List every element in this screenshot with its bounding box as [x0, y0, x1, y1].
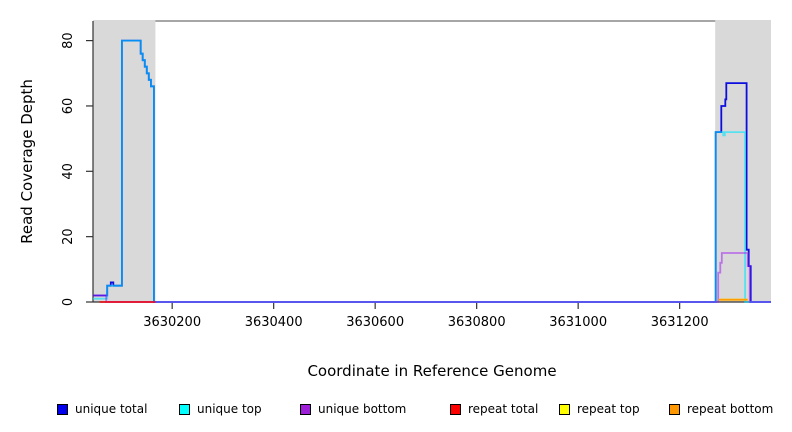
chart-legend: unique total unique top unique bottom repea…: [0, 399, 792, 421]
legend-item-unique-bottom: unique bottom: [300, 399, 406, 419]
legend-swatch-unique-top: [179, 403, 190, 415]
legend-item-unique-total: unique total: [57, 399, 147, 419]
y-tick-label: 60: [61, 98, 76, 115]
series-line-unique-total: [93, 39, 771, 303]
shaded-region-1: [715, 20, 771, 302]
legend-swatch-unique-bottom: [300, 403, 311, 415]
legend-swatch-repeat-top: [559, 403, 570, 415]
chart-background: [93, 20, 771, 302]
y-tick-label: 80: [61, 32, 76, 49]
x-tick-label: 3630400: [245, 315, 303, 330]
x-tick-label: 3630600: [346, 315, 404, 330]
legend-swatch-repeat-bottom: [669, 403, 680, 415]
y-tick-label: 0: [61, 298, 76, 306]
y-tick-label: 20: [61, 228, 76, 245]
y-tick-label: 40: [61, 163, 76, 180]
y-axis-title: Read Coverage Depth: [18, 79, 36, 244]
legend-label-unique-total: unique total: [75, 402, 148, 416]
chart-series: [93, 39, 771, 303]
legend-item-repeat-total: repeat total: [450, 399, 538, 419]
series-line-unique-top: [93, 39, 771, 303]
x-tick-label: 3630800: [448, 315, 506, 330]
legend-label-repeat-top: repeat top: [577, 402, 640, 416]
legend-item-repeat-bottom: repeat bottom: [669, 399, 773, 419]
legend-label-unique-bottom: unique bottom: [318, 402, 407, 416]
legend-swatch-unique-total: [57, 403, 68, 415]
x-axis-title: Coordinate in Reference Genome: [307, 362, 556, 380]
chart-axes: 3630200 3630400 3630600 3630800 3631000 36312…: [61, 21, 771, 330]
legend-label-repeat-bottom: repeat bottom: [687, 402, 774, 416]
x-tick-label: 3631200: [651, 315, 709, 330]
legend-swatch-repeat-total: [450, 403, 461, 415]
series-line-unique-bottom: [93, 252, 771, 303]
legend-item-unique-top: unique top: [179, 399, 262, 419]
x-tick-label: 3631000: [549, 315, 607, 330]
x-tick-label: 3630200: [143, 315, 201, 330]
shaded-region-0: [93, 20, 156, 302]
legend-label-repeat-total: repeat total: [468, 402, 539, 416]
legend-label-unique-top: unique top: [197, 402, 262, 416]
legend-item-repeat-top: repeat top: [559, 399, 640, 419]
